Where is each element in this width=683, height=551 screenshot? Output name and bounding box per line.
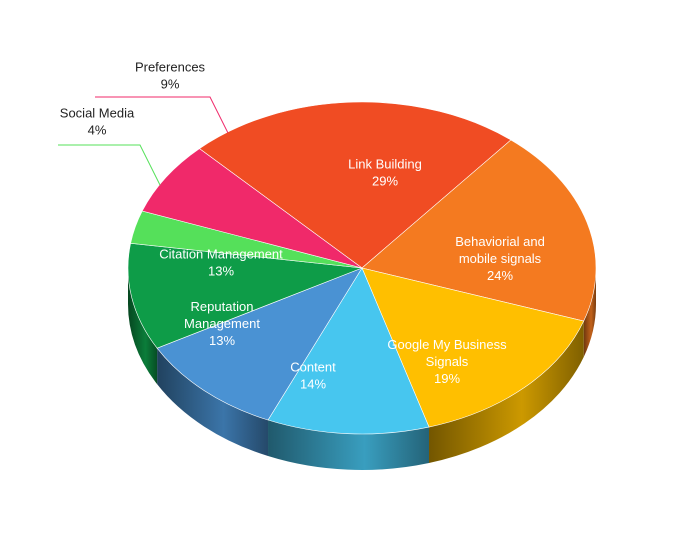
slice-name-label: Management xyxy=(184,316,260,331)
slice-value-label: 13% xyxy=(208,264,234,279)
slice-name-label: mobile signals xyxy=(459,251,542,266)
pie-slice-4 xyxy=(156,267,363,421)
slice-label-7: Preferences 9% xyxy=(135,60,206,92)
slice-label-1: Behaviorial and mobile signals 24% xyxy=(455,234,545,283)
pie-slice-5 xyxy=(127,242,363,349)
slice-value-label: 29% xyxy=(372,174,398,189)
slice-label-0: Link Building 29% xyxy=(348,157,422,189)
slice-name-label: Citation Management xyxy=(159,247,283,262)
slice-name-label: Google My Business xyxy=(387,337,507,352)
slice-name-label: Content xyxy=(290,360,336,375)
pie-slice-0 xyxy=(198,101,512,269)
slice-value-label: 9% xyxy=(161,77,180,92)
pie-side-3 xyxy=(268,420,430,471)
slice-label-2: Google My Business Signals 19% xyxy=(387,337,507,386)
slice-label-6: Social Media 4% xyxy=(60,106,135,138)
pie-slice-7 xyxy=(141,148,363,269)
slice-label-5: Citation Management 13% xyxy=(159,247,283,279)
pie-slice-3 xyxy=(267,267,430,435)
pie-side-1 xyxy=(583,268,596,358)
slice-value-label: 14% xyxy=(300,377,326,392)
slice-label-3: Content 14% xyxy=(290,360,336,392)
slice-name-label: Link Building xyxy=(348,157,422,172)
slice-name-label: Behaviorial and xyxy=(455,234,545,249)
pie-slices xyxy=(127,101,597,435)
slice-value-label: 19% xyxy=(434,371,460,386)
slice-name-label: Social Media xyxy=(60,106,135,121)
slice-value-label: 4% xyxy=(88,123,107,138)
slice-name-label: Reputation xyxy=(191,299,254,314)
pie-side-4 xyxy=(157,348,269,457)
leader-line-7 xyxy=(95,96,229,134)
slice-name-label: Preferences xyxy=(135,60,206,75)
slice-label-4: Reputation Management 13% xyxy=(184,299,260,348)
slice-value-label: 24% xyxy=(487,268,513,283)
leader-line-6 xyxy=(58,144,161,186)
pie-side-2 xyxy=(429,321,584,464)
slice-name-label: Signals xyxy=(426,354,469,369)
slice-value-label: 13% xyxy=(209,333,235,348)
pie-slice-1 xyxy=(361,139,597,322)
pie-slice-2 xyxy=(361,267,585,428)
